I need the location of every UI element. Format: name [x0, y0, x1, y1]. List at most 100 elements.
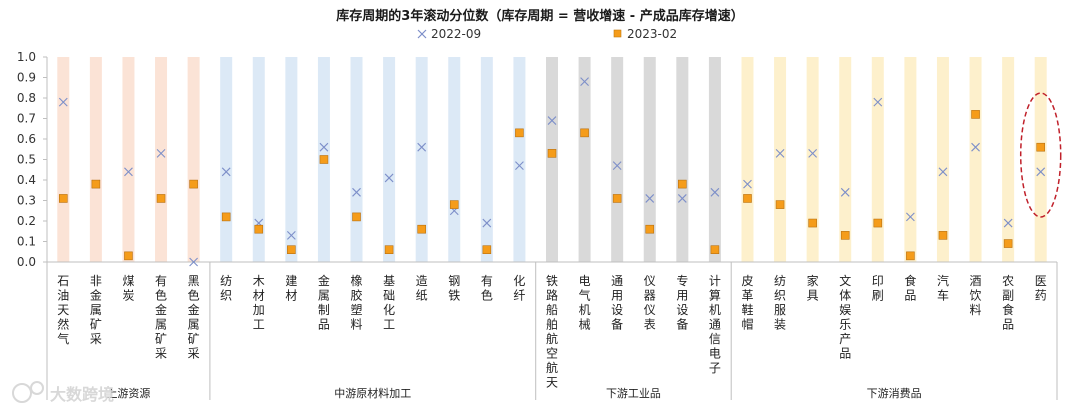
point-2022-09	[515, 161, 524, 171]
point-2023-02	[352, 212, 361, 222]
y-tick-label: 0.8	[17, 91, 36, 105]
point-2023-02	[221, 212, 231, 222]
point-2023-02	[1036, 142, 1046, 152]
y-tick-label: 0.7	[17, 112, 36, 126]
point-2022-09	[1003, 218, 1013, 228]
group-label: 上游资源	[106, 386, 150, 400]
point-2023-02	[482, 245, 492, 254]
point-2022-09	[221, 167, 231, 177]
category-band	[611, 57, 624, 262]
category-band	[513, 57, 526, 262]
point-2022-09	[189, 257, 199, 267]
highlight-ellipse	[1019, 92, 1062, 218]
data-points	[58, 77, 1046, 267]
category-label: 医药	[1035, 274, 1047, 303]
category-label: 基础化工	[383, 274, 395, 332]
category-label: 化纤	[513, 274, 525, 303]
point-2023-02	[678, 179, 687, 189]
category-label: 仪器仪表	[644, 274, 656, 332]
category-label: 铁路船舶航空航天	[546, 274, 558, 390]
point-2023-02	[547, 149, 557, 158]
group-label: 下游工业品	[606, 387, 661, 400]
category-label: 印刷	[872, 274, 884, 303]
point-2022-09	[873, 97, 883, 107]
point-2022-09	[58, 97, 68, 107]
category-label: 计算机通信电子	[709, 274, 721, 375]
category-label: 酒饮料	[970, 274, 982, 317]
category-label: 农副食品	[1002, 274, 1014, 332]
category-band	[155, 57, 168, 262]
category-label: 石油天然气	[57, 274, 69, 346]
category-label: 建材	[285, 274, 297, 303]
point-2022-09	[938, 167, 948, 177]
point-2023-02	[840, 231, 850, 240]
chart-title: 库存周期的3年滚动分位数（库存周期 = 营收增速 - 产成品库存增速）	[336, 8, 743, 24]
category-band	[936, 57, 949, 262]
category-label: 通用设备	[611, 274, 623, 332]
category-label: 钢铁	[448, 274, 460, 303]
point-2022-09	[710, 187, 720, 197]
category-label: 造纸	[416, 274, 428, 303]
legend-label: 2022-09	[431, 27, 481, 41]
point-2023-02	[189, 179, 198, 189]
category-band	[904, 57, 917, 262]
group-label: 下游消费品	[867, 386, 922, 400]
category-band	[122, 57, 135, 262]
point-2023-02	[580, 128, 589, 138]
y-tick-label: 0.2	[17, 214, 36, 228]
category-band	[415, 57, 428, 262]
legend-marker-square	[613, 29, 622, 38]
point-2023-02	[124, 251, 133, 261]
legend-marker-x	[417, 29, 427, 39]
point-2023-02	[254, 224, 264, 234]
category-label: 非金属矿采	[90, 274, 102, 346]
legend: 2022-09 2023-02	[417, 27, 677, 41]
group-labels: 上游资源 中游原材料加工 下游工业品 下游消费品	[106, 386, 921, 400]
y-tick-label: 0.0	[17, 255, 36, 269]
point-2022-09	[482, 218, 492, 228]
category-band	[643, 57, 656, 262]
point-2023-02	[417, 224, 426, 234]
y-tick-label: 1.0	[17, 50, 36, 64]
category-band	[774, 57, 787, 262]
category-band	[480, 57, 493, 262]
point-2023-02	[743, 194, 752, 203]
point-2023-02	[287, 245, 296, 254]
category-label: 黑色金属矿采	[188, 274, 200, 361]
category-label: 金属制品	[318, 273, 330, 332]
category-label: 汽车	[937, 273, 949, 303]
watermark-text: 大数跨境	[50, 385, 114, 404]
point-2022-09	[612, 161, 622, 171]
point-2022-09	[1036, 167, 1046, 177]
category-label: 电气机械	[579, 274, 591, 332]
point-2023-02	[156, 194, 166, 203]
point-2022-09	[808, 148, 818, 158]
category-band	[350, 57, 363, 262]
point-2022-09	[384, 173, 394, 183]
point-2023-02	[645, 224, 655, 234]
point-2022-09	[352, 187, 361, 197]
y-tick-label: 0.1	[17, 235, 36, 249]
point-2023-02	[710, 245, 720, 254]
point-2022-09	[547, 116, 557, 125]
group-label: 中游原材料加工	[334, 386, 411, 400]
point-2023-02	[775, 200, 785, 209]
category-band	[252, 57, 265, 262]
category-band	[741, 57, 754, 262]
category-label: 纺织	[220, 274, 232, 303]
point-2022-09	[743, 179, 752, 189]
category-label: 家具	[807, 273, 819, 303]
category-label: 橡胶塑料	[351, 274, 363, 332]
point-2022-09	[417, 142, 427, 152]
category-band	[1034, 57, 1047, 262]
point-2022-09	[124, 167, 133, 177]
y-tick-label: 0.4	[17, 173, 36, 187]
point-2023-02	[808, 218, 817, 228]
point-2023-02	[906, 251, 915, 261]
category-labels: 石油天然气 非金属矿采 煤炭 有色金属矿采 黑色金属矿采 纺织 木材加工 建材 金属制品 橡胶塑料…	[57, 273, 1046, 390]
point-2023-02	[449, 200, 459, 209]
point-2023-02	[612, 194, 622, 203]
category-label: 专用设备	[676, 273, 688, 332]
point-2023-02	[58, 194, 68, 203]
